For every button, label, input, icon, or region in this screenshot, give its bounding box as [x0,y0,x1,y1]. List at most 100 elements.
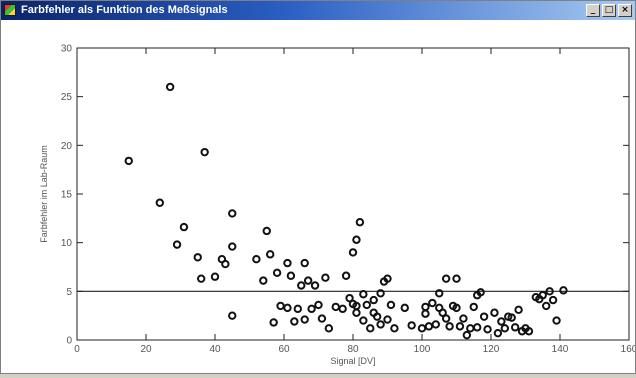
data-point [441,274,451,283]
data-point [283,303,292,313]
data-point [452,303,461,313]
x-tick-label: 40 [209,344,221,355]
data-point [383,274,392,283]
data-point [228,242,237,251]
data-point [345,293,354,303]
data-point [172,240,182,249]
data-point [455,322,465,331]
data-point [500,324,509,333]
data-point [321,273,330,282]
data-point [359,290,368,299]
data-point [435,289,444,298]
scatter-chart: 0 20 40 60 80 100 120 140 160 0 5 10 15 20 25 30 Signal… [39,44,636,367]
data-point [431,320,440,329]
data-point [493,328,503,338]
data-point [366,324,375,333]
data-point [300,258,309,268]
data-point [286,271,296,280]
data-point [552,316,561,325]
data-point [483,325,492,334]
data-point [362,300,371,310]
data-point [490,308,499,317]
data-point [228,311,237,320]
data-point [179,222,189,232]
data-point [400,303,409,313]
data-point [407,321,416,330]
data-point [514,305,523,315]
data-point [369,295,378,305]
data-point [510,323,520,332]
y-tick-label: 10 [61,238,73,249]
maximize-button[interactable]: □ [602,4,616,17]
data-point [428,298,437,308]
data-point [293,304,302,314]
data-point [473,323,482,332]
data-point [283,258,292,268]
data-point [124,156,133,166]
data-point [193,253,202,262]
data-point [548,295,558,305]
y-tick-label: 20 [61,141,73,152]
data-point [359,316,368,325]
data-point [266,250,275,259]
data-point [297,281,306,290]
data-point [197,274,206,283]
data-point [352,308,361,317]
data-point [417,324,427,333]
window-controls: _ □ × [586,4,632,17]
y-tick-label: 0 [66,336,72,347]
data-point [372,312,382,321]
close-button[interactable]: × [618,4,632,17]
data-point [421,309,430,318]
data-point [466,324,475,333]
y-tick-label: 25 [61,92,73,103]
x-tick-label: 20 [140,344,152,355]
data-point [462,330,472,340]
data-point [438,308,447,317]
minimize-button[interactable]: _ [586,4,600,17]
title-bar[interactable]: Farbfehler als Funktion des Meßsignals _… [1,1,635,20]
data-point [383,315,392,324]
data-point [386,300,396,310]
app-icon[interactable] [4,4,16,16]
data-point [324,324,334,333]
data-point [259,276,268,285]
x-tick-label: 100 [414,344,431,355]
data-point [331,302,340,312]
x-tick-label: 160 [621,344,635,355]
data-point [269,318,278,327]
data-point [476,288,485,297]
data-point [352,235,361,244]
data-point [338,304,347,314]
plot-area: 0 20 40 60 80 100 120 140 160 0 5 10 15 20 25 30 Signal… [1,20,636,373]
data-point [200,147,209,157]
window-title: Farbfehler als Funktion des Meßsignals [21,4,228,16]
data-point [542,301,551,311]
y-tick-label: 30 [61,44,73,55]
data-point [538,291,547,300]
data-point [390,324,399,333]
data-point [307,304,316,314]
data-point [310,281,320,290]
data-point [314,300,323,310]
data-point [252,255,261,264]
data-point [300,315,309,324]
x-tick-label: 140 [552,344,569,355]
data-point [290,317,299,326]
data-point [452,274,461,283]
data-point [445,322,454,331]
x-tick-label: 0 [74,344,80,355]
data-point [421,302,430,312]
data-point [545,287,554,296]
x-tick-label: 120 [483,344,500,355]
axis-ticks: 0 20 40 60 80 100 120 140 160 0 5 10 15 20 25 30 [61,44,636,356]
data-point [441,314,451,323]
data-point [479,312,489,321]
data-point [459,314,468,323]
data-point [155,198,165,207]
data-point [228,209,237,218]
data-point [559,286,568,295]
data-point [272,268,282,278]
data-point [165,82,175,92]
